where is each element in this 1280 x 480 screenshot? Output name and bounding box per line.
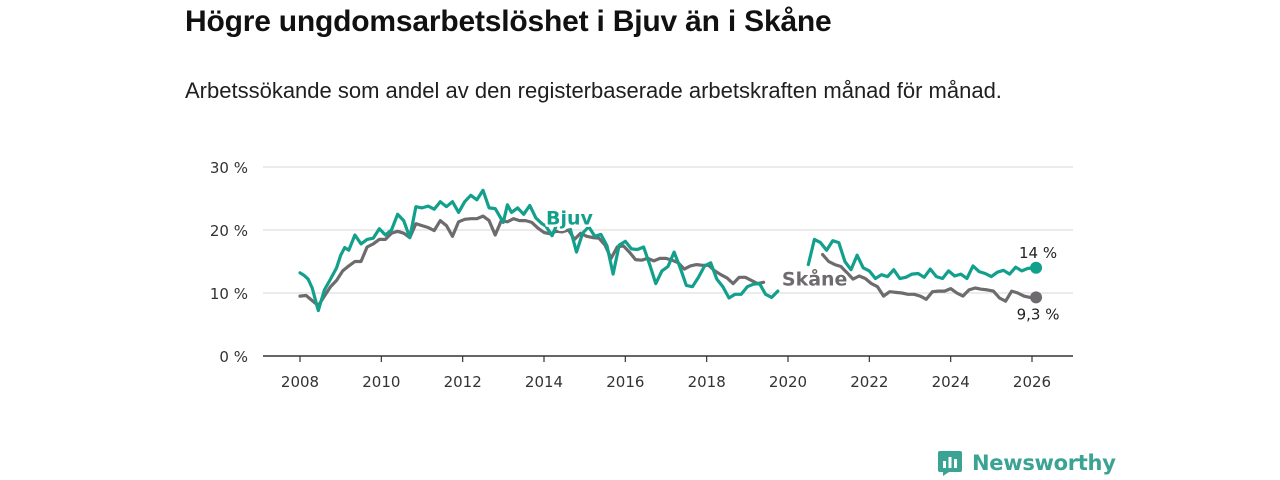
x-tick-label: 2024 — [932, 373, 970, 391]
x-tick-label: 2026 — [1013, 373, 1051, 391]
x-tick-label: 2014 — [525, 373, 563, 391]
skane-end-dot — [1030, 291, 1043, 304]
y-tick-label: 0 % — [219, 348, 248, 366]
bjuv-line-segment-1 — [298, 188, 560, 313]
y-tick-label: 10 % — [210, 285, 248, 303]
x-tick-label: 2020 — [769, 373, 807, 391]
x-tick-label: 2018 — [688, 373, 726, 391]
brand: Newsworthy — [937, 449, 1116, 477]
bjuv-end-value-label: 14 % — [1019, 244, 1057, 262]
series-group — [298, 188, 1043, 313]
y-axis: 0 % 10 % 20 % 30 % — [210, 159, 248, 366]
x-axis: 2008 2010 2012 2014 2016 2018 2020 2022 2024 2026 — [263, 355, 1073, 391]
x-tick-label: 2016 — [606, 373, 644, 391]
skane-end-value-label: 9,3 % — [1017, 305, 1060, 323]
x-tick-label: 2008 — [281, 373, 319, 391]
skane-line-segment-2 — [821, 253, 1038, 303]
series-labels: Skåne 9,3 % Bjuv 14 % — [544, 205, 1062, 326]
x-tick-label: 2022 — [850, 373, 888, 391]
y-tick-label: 30 % — [210, 159, 248, 177]
newsworthy-logo-icon — [938, 451, 962, 476]
y-tick-label: 20 % — [210, 222, 248, 240]
skane-line-segment-1 — [298, 214, 766, 308]
bjuv-end-dot — [1030, 261, 1043, 274]
bjuv-series-label: Bjuv — [546, 207, 594, 229]
x-tick-label: 2010 — [362, 373, 400, 391]
bjuv-line-segment-3 — [806, 237, 1038, 281]
chart-title: Högre ungdomsarbetslöshet i Bjuv än i Sk… — [185, 5, 832, 38]
chart-subtitle: Arbetssökande som andel av den registerb… — [185, 78, 1002, 103]
skane-series-label: Skåne — [782, 266, 848, 290]
bjuv-line-segment-2 — [568, 225, 780, 300]
brand-name: Newsworthy — [972, 451, 1116, 475]
x-tick-label: 2012 — [444, 373, 482, 391]
